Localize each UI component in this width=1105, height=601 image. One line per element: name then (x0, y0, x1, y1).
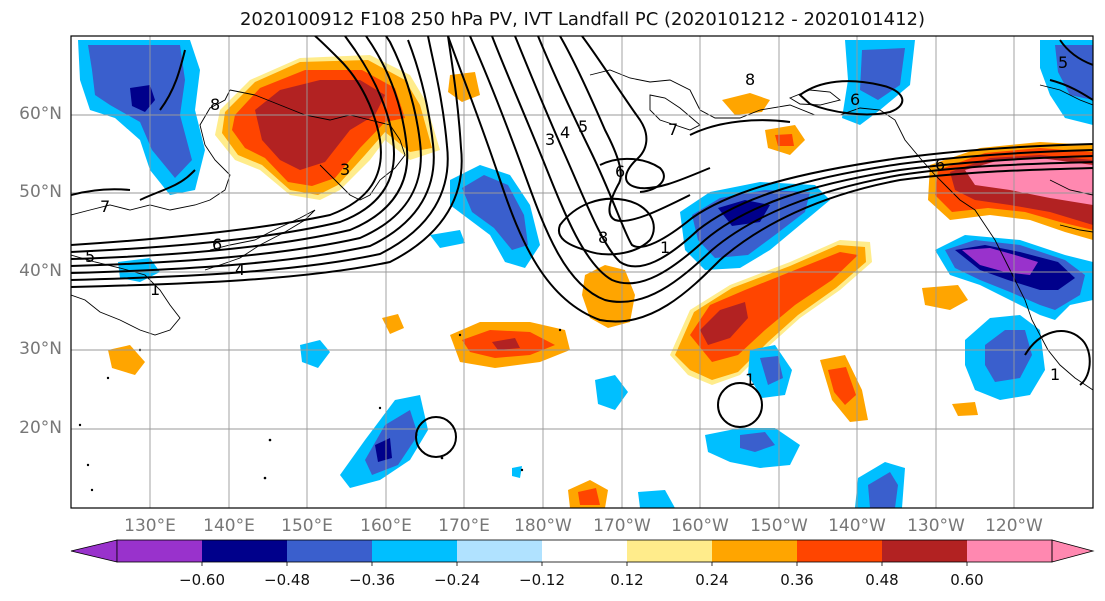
contour-label: 7 (668, 120, 678, 139)
positive-anomaly-southeast (670, 240, 872, 385)
pv-contours (71, 36, 1093, 458)
lat-label: 40°N (19, 261, 62, 281)
lon-label: 140°W (828, 516, 886, 536)
lon-label: 170°W (593, 516, 651, 536)
lon-label: 120°W (985, 516, 1043, 536)
lat-label: 50°N (19, 182, 62, 202)
lon-label: 170°E (438, 516, 490, 536)
contour-label: 5 (578, 117, 588, 136)
negative-anomaly-nw (78, 40, 205, 195)
lat-label: 60°N (19, 104, 62, 124)
colorbar-tick-label: 0.12 (610, 571, 644, 589)
lat-label: 20°N (19, 418, 62, 438)
contour-label: 3 (340, 160, 350, 179)
lon-label: 160°W (671, 516, 729, 536)
lon-label: 180°W (514, 516, 572, 536)
map-panel (71, 36, 1093, 508)
contour-label: 6 (850, 90, 860, 109)
contour-label: 8 (745, 70, 755, 89)
contour-label: 4 (560, 123, 570, 142)
contour-label: 7 (100, 197, 110, 216)
contour-label: 5 (85, 247, 95, 266)
negative-anomaly-northeast (842, 40, 1093, 125)
contour-label: 6 (615, 162, 625, 181)
contour-label: 8 (598, 228, 608, 247)
contour-label: 4 (235, 260, 245, 279)
colorbar-tick-label: 0.48 (865, 571, 899, 589)
colorbar-tick-label: −0.12 (519, 571, 565, 589)
negative-anomaly-central (118, 165, 540, 282)
colorbar-tick-label: 0.60 (950, 571, 984, 589)
negative-anomaly-south (300, 340, 905, 508)
contour-label: 1 (745, 370, 755, 389)
lon-label: 150°E (281, 516, 333, 536)
colorbar-tick-label: −0.60 (179, 571, 225, 589)
contour-label: 1 (1050, 365, 1060, 384)
map-frame (70, 35, 1094, 509)
lon-label: 130°E (124, 516, 176, 536)
colorbar-tick-label: 0.24 (695, 571, 729, 589)
lon-label: 140°E (203, 516, 255, 536)
colorbar (70, 539, 1095, 566)
colorbar-tick-label: 0.36 (780, 571, 814, 589)
islands (78, 328, 562, 492)
lat-label: 30°N (19, 339, 62, 359)
colorbar-tick-label: −0.24 (434, 571, 480, 589)
positive-anomaly-spots (108, 93, 978, 508)
coastlines (71, 69, 1093, 391)
contour-label: 1 (150, 280, 160, 299)
contour-label: 6 (935, 155, 945, 174)
contour-label: 3 (545, 130, 555, 149)
map-title: 2020100912 F108 250 hPa PV, IVT Landfall… (239, 9, 926, 30)
contour-labels: 8 7 5 6 4 3 1 8 6 7 3 4 5 6 8 1 5 6 1 1 (85, 53, 1068, 389)
colorbar-tick-label: −0.48 (264, 571, 310, 589)
contour-label: 1 (660, 238, 670, 257)
contour-label: 6 (212, 235, 222, 254)
colorbar-tick-label: −0.36 (349, 571, 395, 589)
colorbar-extend-low (70, 539, 118, 563)
lon-label: 130°W (907, 516, 965, 536)
contour-label: 8 (210, 95, 220, 114)
gridlines (71, 36, 1093, 508)
colorbar-extend-high (1051, 539, 1095, 563)
lon-label: 150°W (750, 516, 808, 536)
contour-label: 5 (1058, 53, 1068, 72)
lon-label: 160°E (360, 516, 412, 536)
